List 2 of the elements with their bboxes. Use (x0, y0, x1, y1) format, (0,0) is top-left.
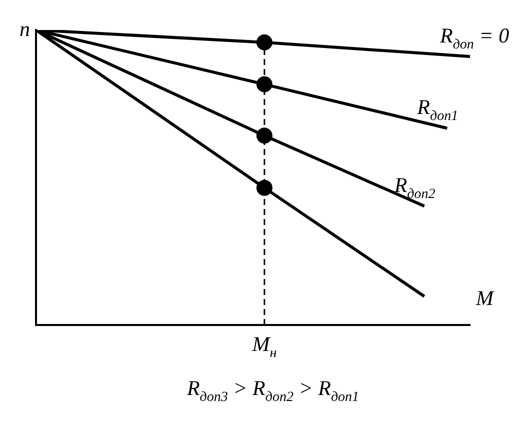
x-axis-title: M (475, 286, 495, 310)
y-axis-title: n (20, 17, 30, 41)
